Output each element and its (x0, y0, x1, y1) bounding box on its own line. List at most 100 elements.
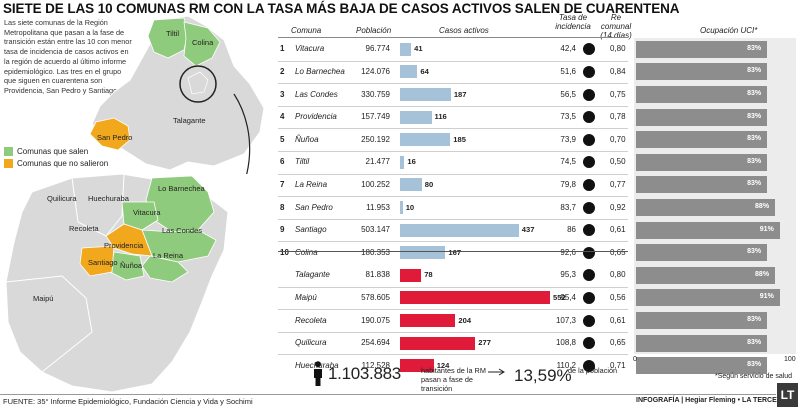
row-casos-bar (400, 88, 451, 101)
summary-people: 1.103.883 (328, 364, 401, 383)
vitacura-shape (121, 201, 159, 231)
row-casos-value: 204 (458, 315, 472, 325)
row-poblacion: 81.838 (365, 270, 390, 280)
row-casos-value: 116 (434, 112, 447, 122)
group-divider (278, 251, 628, 252)
row-casos-bar (400, 155, 405, 169)
row-re: 0,84 (610, 66, 626, 76)
row-divider (278, 83, 628, 85)
row-uci-percent-sign: % (754, 157, 762, 165)
row-re: 0,92 (610, 202, 626, 212)
summary-percent-sign: % (556, 366, 572, 385)
row-divider (278, 286, 628, 288)
row-re: 0,75 (610, 89, 626, 99)
row-casos-bar (400, 246, 446, 260)
row-rank: 9 (280, 225, 285, 235)
row-divider (278, 196, 628, 198)
row-re-dot (583, 65, 595, 78)
row-uci-bar (636, 221, 780, 239)
map-label-lo-barnechea: Lo Barnechea (158, 184, 205, 193)
row-poblacion: 124.076 (361, 66, 390, 76)
row-uci-value: 83% (747, 45, 761, 52)
row-poblacion: 330.759 (361, 89, 390, 99)
row-rank: 8 (280, 202, 285, 212)
row-uci-number: 83 (747, 338, 755, 346)
row-uci-bar (636, 176, 768, 194)
row-uci-value: 83% (747, 158, 761, 165)
row-re-dot (583, 246, 595, 259)
summary-arrow-icon (488, 368, 505, 376)
row-uci-number: 83 (747, 90, 755, 97)
row-rank: 5 (280, 134, 285, 144)
row-rank: 6 (280, 157, 285, 167)
legend-stay-label: Comunas que no salieron (17, 159, 109, 168)
row-tasa: 73,9 (560, 134, 576, 144)
row-comuna: Lo Barnechea (295, 66, 345, 76)
row-tasa: 107,3 (555, 315, 576, 325)
row-comuna: Santiago (295, 225, 327, 235)
metro-zone-circle (179, 65, 217, 103)
header-comuna: Comuna (291, 26, 322, 35)
row-uci-value: 83% (747, 90, 761, 97)
row-divider (278, 309, 628, 311)
row-casos-bar (400, 133, 451, 147)
header-uci: Ocupación UCI* (700, 26, 758, 35)
row-uci-percent-sign: % (767, 293, 774, 301)
santiago-shape (79, 245, 115, 277)
row-uci-value: 83% (747, 135, 761, 142)
row-uci-bar (636, 131, 768, 149)
row-uci-bar (636, 63, 768, 81)
row-re: 0,80 (610, 44, 626, 54)
row-uci-number: 83 (747, 361, 755, 369)
row-comuna: Quilicura (295, 338, 327, 348)
row-tasa: 79,8 (560, 179, 576, 189)
row-poblacion: 157.749 (361, 112, 390, 122)
row-re-dot (583, 359, 595, 372)
row-uci-percent-sign: % (754, 361, 762, 369)
row-re-dot (583, 201, 595, 214)
header-poblacion: Población (356, 26, 392, 35)
row-tasa: 83,7 (560, 202, 576, 212)
row-uci-value: 83% (747, 361, 761, 368)
row-comuna: Vitacura (295, 44, 325, 54)
row-uci-number: 83 (747, 67, 755, 75)
row-uci-bar (636, 289, 780, 307)
row-tasa: 42,4 (560, 44, 576, 54)
row-casos-value: 78 (424, 270, 433, 280)
row-comuna: San Pedro (295, 202, 333, 212)
row-casos-value: 10 (405, 202, 415, 212)
row-uci-bar (636, 40, 768, 58)
row-re-dot (583, 224, 595, 237)
row-re: 0,78 (610, 112, 626, 122)
row-casos-value: 16 (407, 157, 416, 167)
row-uci-number: 91 (759, 293, 768, 301)
row-re: 0,56 (610, 292, 626, 302)
row-uci-bar (636, 266, 776, 284)
header-tasa: Tasa de incidencia (555, 13, 591, 31)
row-comuna: Recoleta (295, 315, 327, 325)
row-casos-bar (400, 178, 422, 192)
zoom-map (5, 173, 229, 393)
map-label-vitacura: Vitacura (133, 208, 161, 217)
row-uci-number: 83 (747, 112, 755, 120)
row-casos-value: 41 (414, 44, 423, 54)
row-casos-bar (400, 201, 403, 214)
row-casos-bar (400, 314, 456, 327)
row-casos-value: 277 (478, 338, 491, 348)
row-casos-value: 80 (424, 179, 434, 189)
region-shape (91, 15, 265, 171)
row-comuna: La Reina (295, 179, 328, 189)
row-tasa: 95,4 (560, 292, 576, 302)
map-label-nunoa: Ñuñoa (120, 261, 143, 270)
map-label-maipu: Maipú (33, 294, 54, 303)
row-re: 0,70 (610, 134, 626, 144)
header-re: Re comunal (14 días) (600, 13, 632, 40)
row-divider (278, 128, 628, 130)
row-casos-bar (400, 291, 550, 305)
row-casos-bar (400, 336, 476, 350)
row-rank: 1 (280, 44, 285, 54)
row-tasa: 86 (567, 225, 576, 235)
row-tasa: 108,8 (555, 338, 576, 348)
row-casos-bar (400, 110, 432, 124)
row-casos-value: 437 (521, 225, 535, 235)
